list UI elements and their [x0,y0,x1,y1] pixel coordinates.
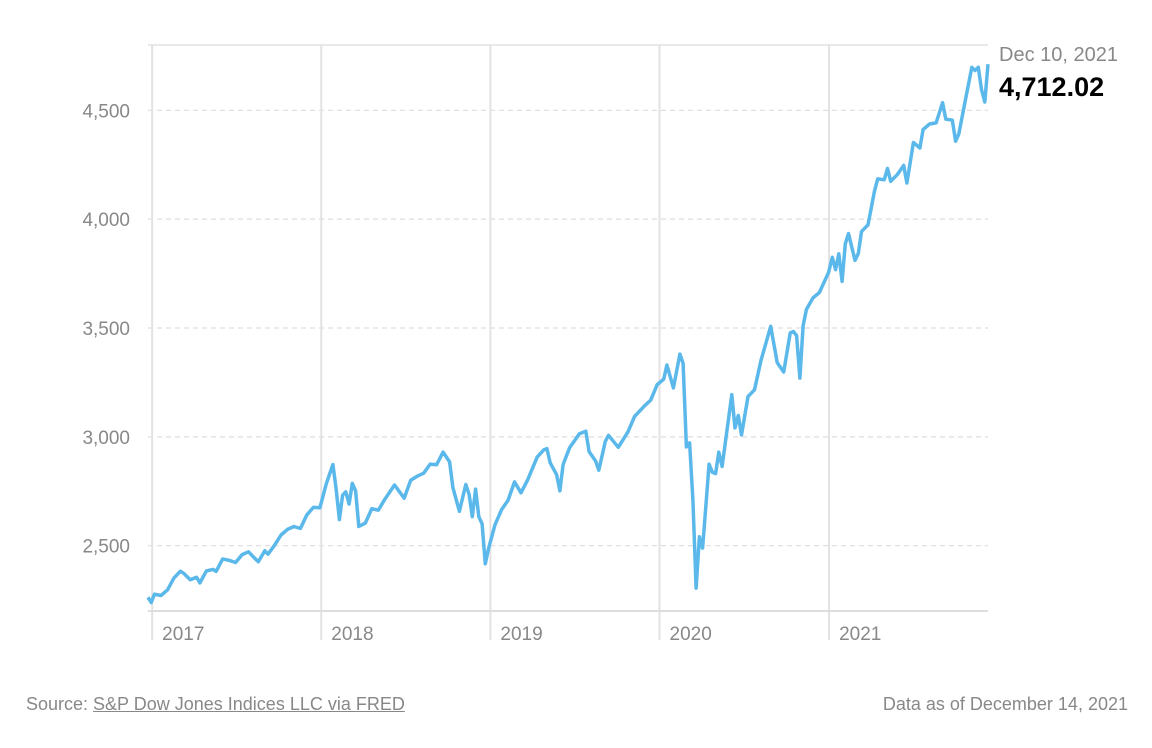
x-tick-label: 2018 [331,624,373,645]
x-tick-label: 2019 [500,624,542,645]
last-value-label: 4,712.02 [999,72,1105,102]
x-tick-label: 2020 [670,624,712,645]
data-as-of: Data as of December 14, 2021 [882,694,1128,714]
source-prefix: Source: [26,694,94,714]
y-tick-label: 3,000 [82,428,130,449]
x-tick-label: 2017 [162,624,204,645]
y-tick-label: 3,500 [82,319,130,340]
source-link[interactable]: S&P Dow Jones Indices LLC via FRED [93,694,405,714]
last-date-label: Dec 10, 2021 [999,44,1118,66]
series-line [146,64,990,605]
x-tick-label: 2021 [839,624,881,645]
line-chart: 2,500 3,000 3,500 4,000 4,500 2017 2018 2019 20… [82,44,990,645]
y-tick-label: 4,500 [82,101,130,122]
y-tick-label: 2,500 [82,537,130,558]
y-tick-label: 4,000 [82,210,130,231]
source-note: Source: S&P Dow Jones Indices LLC via FR… [26,694,405,715]
